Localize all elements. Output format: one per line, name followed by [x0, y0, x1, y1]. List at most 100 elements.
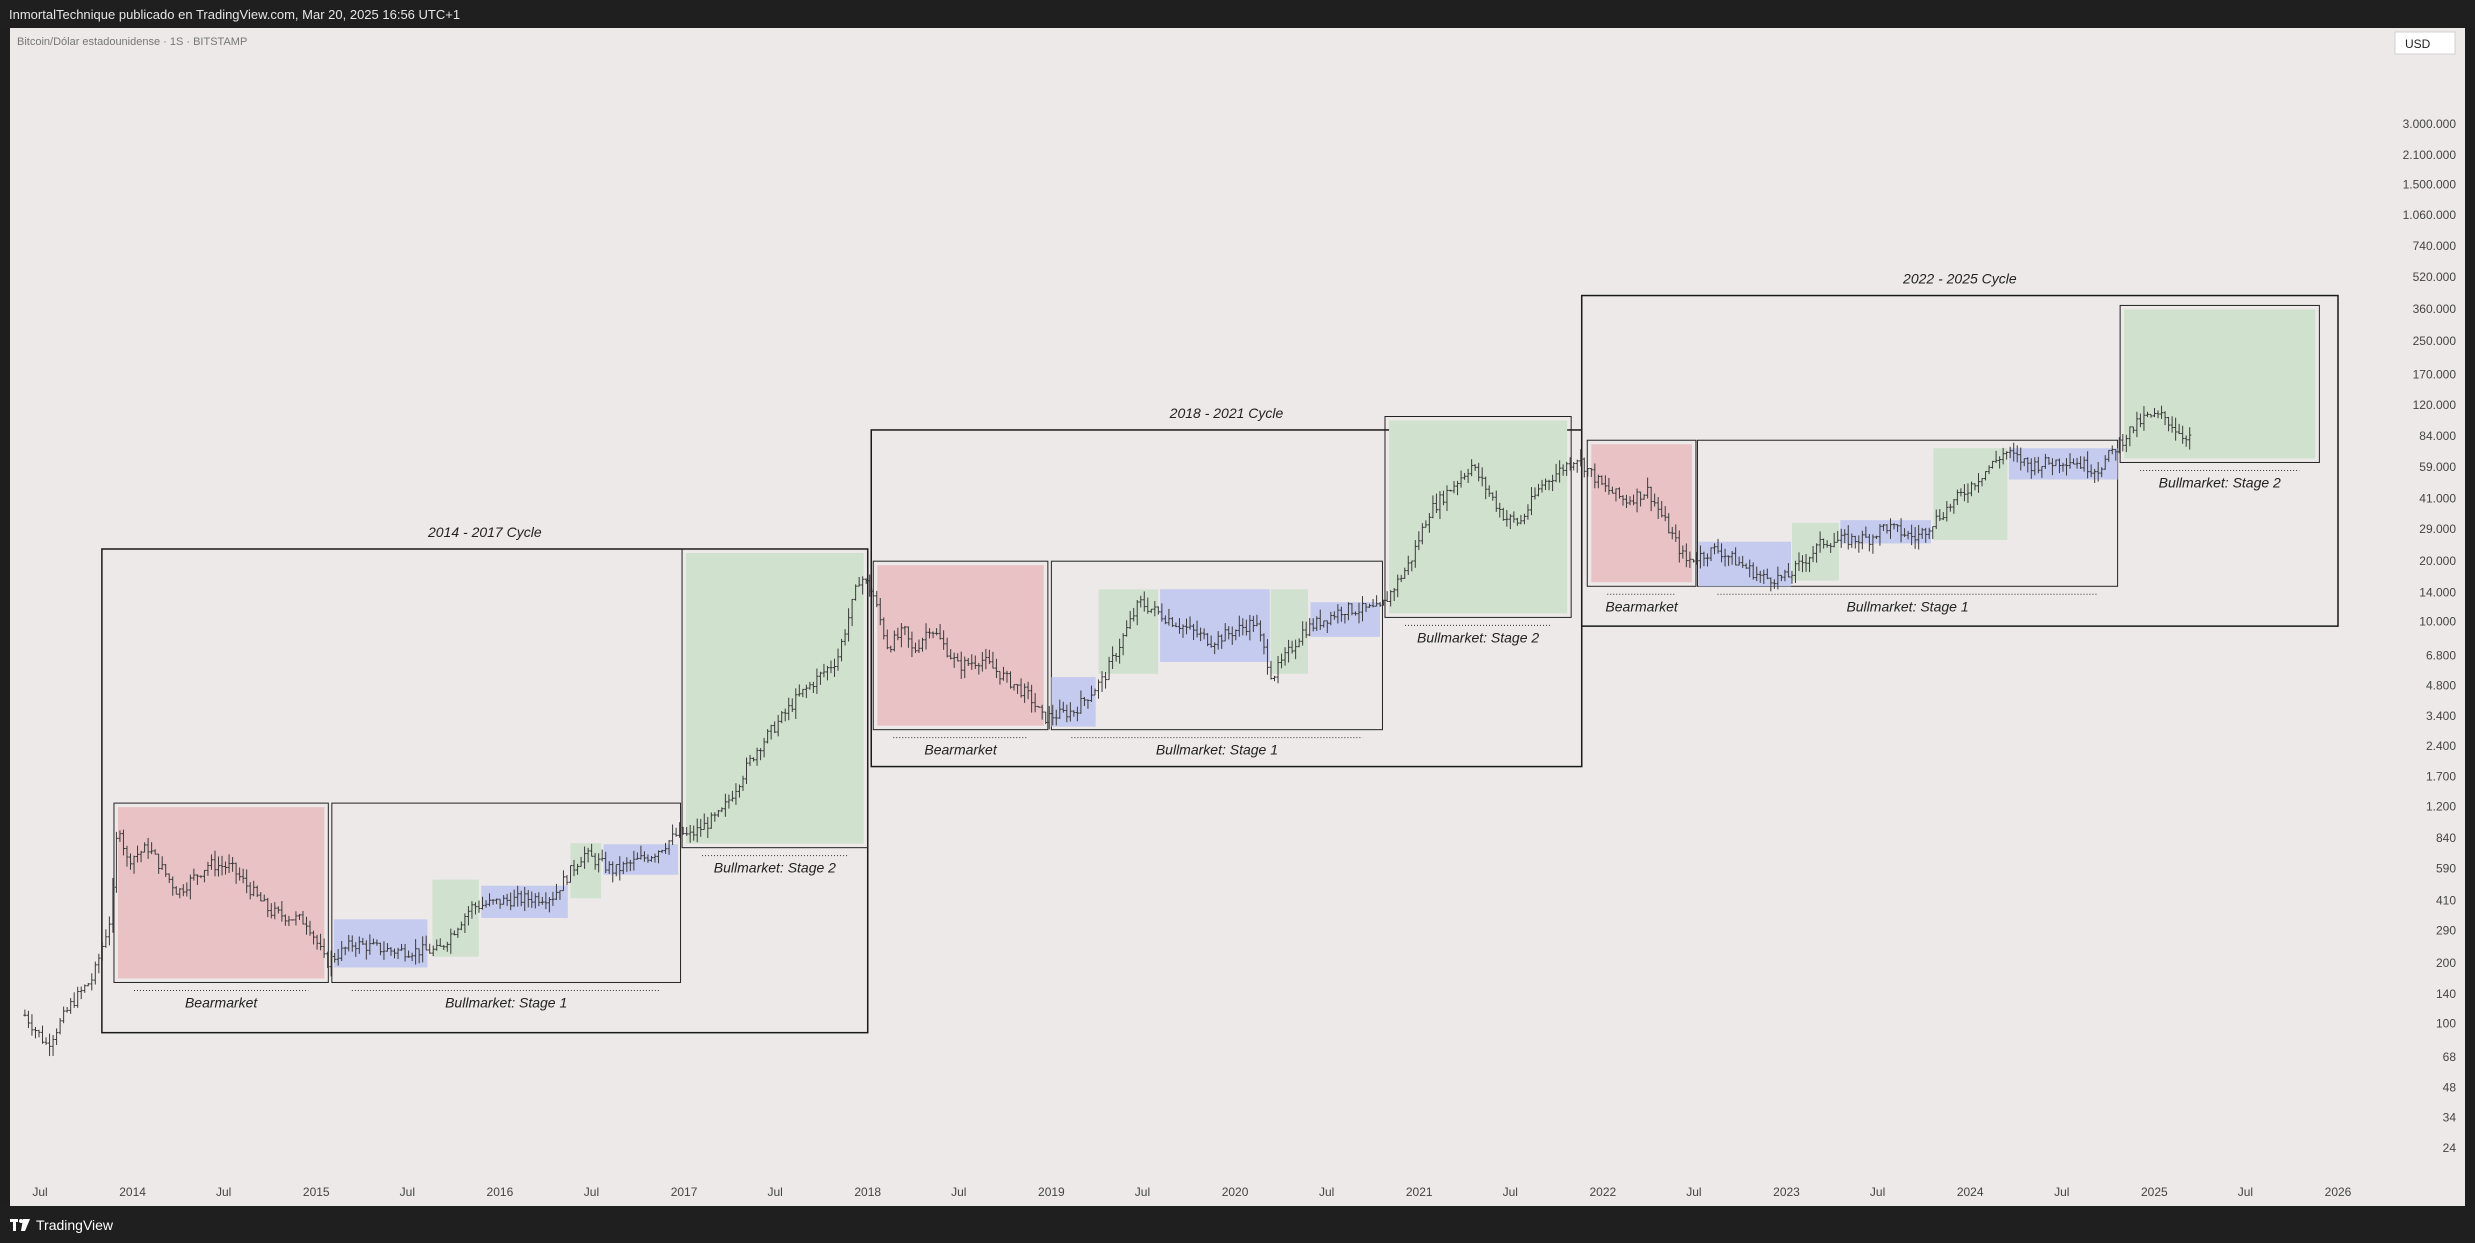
candle	[234, 862, 238, 884]
candle	[1920, 527, 1924, 539]
candle	[1455, 480, 1460, 496]
candle	[1452, 480, 1456, 494]
candle	[868, 574, 872, 597]
candle	[343, 946, 347, 956]
candle	[216, 856, 221, 877]
candle	[1596, 474, 1600, 489]
candle	[347, 934, 351, 952]
candle	[1906, 530, 1910, 540]
candle	[1188, 616, 1192, 630]
candle	[142, 842, 147, 853]
price-tick-label: 250.000	[2413, 334, 2457, 348]
candle	[547, 897, 551, 913]
candle	[195, 874, 199, 886]
candle	[1726, 555, 1731, 566]
price-tick-label: 41.000	[2419, 492, 2456, 506]
price-axis[interactable]: 3.000.000 2.100.000 1.500.000 1.060.000 740.…	[2403, 117, 2457, 1155]
candle	[1318, 609, 1322, 630]
candle	[1012, 684, 1016, 691]
candle	[818, 671, 823, 685]
candle	[1096, 679, 1101, 699]
candle	[1924, 527, 1928, 543]
candle	[1969, 481, 1974, 497]
candle	[2142, 406, 2146, 431]
candle	[1589, 467, 1593, 478]
candle	[1864, 526, 1868, 538]
candle	[1832, 532, 1836, 548]
candle	[463, 913, 467, 934]
green-subzone	[1270, 589, 1309, 674]
candle	[23, 1009, 27, 1017]
candle	[2071, 458, 2076, 465]
candle	[727, 794, 731, 809]
candle	[878, 597, 882, 626]
candle	[991, 651, 995, 669]
candle	[681, 826, 685, 835]
candle	[259, 891, 263, 902]
candle	[1163, 615, 1167, 625]
candle	[755, 747, 759, 766]
candle	[526, 890, 530, 908]
candle	[512, 889, 516, 907]
candle	[1719, 543, 1724, 563]
candle	[1304, 621, 1308, 638]
candle	[2005, 451, 2009, 460]
candle	[1301, 621, 1305, 646]
candle	[445, 941, 449, 952]
candle	[494, 898, 499, 905]
candle	[1550, 474, 1555, 492]
candle	[1631, 494, 1636, 506]
time-tick-label: Jul	[2054, 1185, 2069, 1199]
candle	[1762, 569, 1766, 584]
candle	[1051, 704, 1055, 726]
candle	[1825, 540, 1829, 548]
candle	[428, 943, 432, 954]
candle	[1357, 602, 1361, 624]
candle	[2114, 449, 2118, 461]
candle	[1022, 683, 1027, 703]
candle	[1758, 570, 1762, 583]
candle	[456, 927, 460, 938]
currency-badge[interactable]	[2394, 31, 2456, 55]
candle	[667, 840, 671, 855]
candle	[1895, 524, 1900, 533]
candle	[2170, 416, 2174, 433]
candle	[730, 790, 735, 802]
candle	[2019, 447, 2023, 471]
candle	[1332, 611, 1336, 620]
candle	[1343, 613, 1347, 624]
candle	[790, 698, 794, 712]
candles	[23, 405, 2192, 1057]
candle	[368, 934, 372, 955]
time-tick-label: 2023	[1773, 1185, 1800, 1199]
time-tick-label: Jul	[400, 1185, 415, 1199]
candle	[1765, 568, 1769, 580]
candle	[607, 861, 611, 874]
candle	[1410, 560, 1414, 572]
green-subzone	[1098, 589, 1159, 674]
candle	[934, 628, 939, 636]
candle	[417, 948, 421, 964]
candle	[1160, 603, 1164, 622]
candle	[1128, 610, 1132, 629]
candle	[403, 943, 407, 962]
candle	[230, 856, 235, 872]
candle	[2107, 449, 2111, 462]
candle	[188, 874, 192, 900]
candle	[1075, 706, 1079, 722]
candle	[987, 649, 991, 665]
candle	[1132, 607, 1136, 622]
candle	[1100, 671, 1104, 692]
candle	[896, 627, 900, 641]
candle	[2022, 458, 2026, 467]
candle	[1392, 587, 1396, 602]
candle	[171, 876, 175, 896]
candle	[1244, 619, 1248, 636]
candle	[1881, 524, 1886, 531]
candle	[58, 1018, 62, 1035]
candle	[1519, 514, 1523, 525]
tradingview-brand[interactable]: TradingView	[10, 1216, 113, 1234]
candle	[30, 1014, 34, 1036]
candle	[903, 625, 907, 636]
